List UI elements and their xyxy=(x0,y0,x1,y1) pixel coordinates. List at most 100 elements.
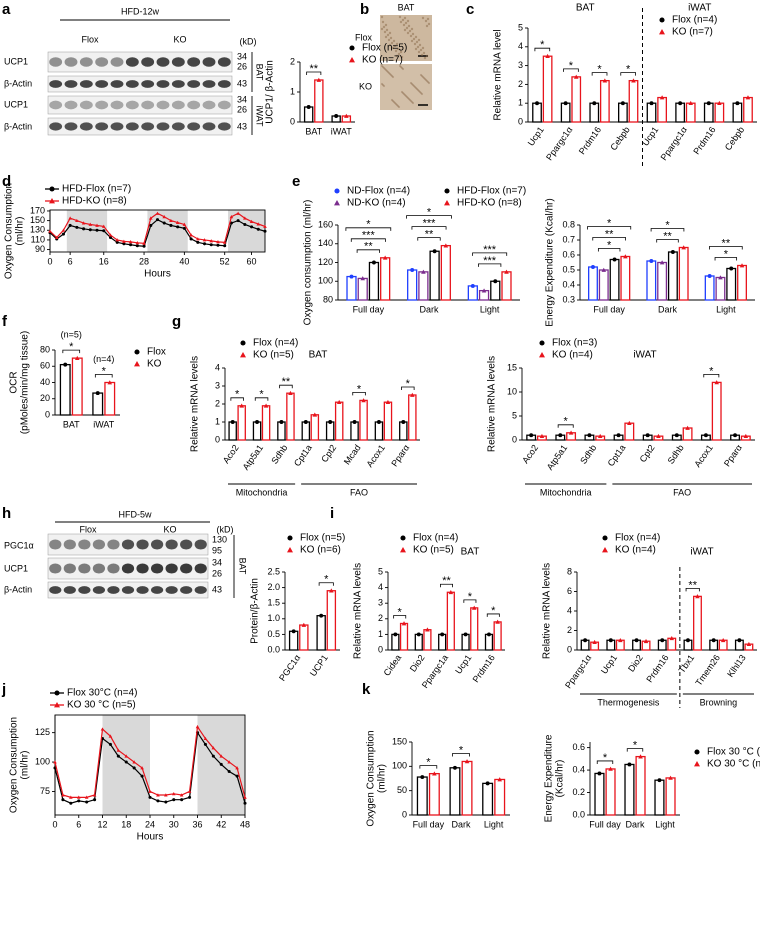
sig-bracket xyxy=(94,374,113,378)
bar-point xyxy=(425,627,430,632)
blot-band xyxy=(194,586,207,594)
series-point xyxy=(61,232,65,236)
legend-label: KO (n=4) xyxy=(615,545,656,556)
sig-bracket xyxy=(411,226,447,230)
sig-label: * xyxy=(357,383,362,395)
blot-band xyxy=(79,100,93,110)
x-tick-label: UCP1 xyxy=(308,653,330,678)
histology-texture xyxy=(403,16,407,20)
sig-bracket xyxy=(626,748,644,752)
bar xyxy=(711,381,722,441)
legend-marker xyxy=(444,188,450,194)
y-axis-label: Relative mRNA level xyxy=(493,29,504,120)
blot-band xyxy=(49,80,63,88)
blot-marker: 26 xyxy=(237,61,247,71)
blot-band xyxy=(79,57,93,67)
bar xyxy=(383,401,393,441)
bar-point xyxy=(410,268,415,272)
series-point xyxy=(211,754,215,758)
histology-texture xyxy=(392,100,396,104)
y-tick-label: 130 xyxy=(30,225,45,235)
sig-label: * xyxy=(626,64,631,76)
blot-band xyxy=(136,563,149,574)
series-point xyxy=(69,801,73,805)
legend-label: Flox (n=3) xyxy=(552,338,597,349)
bar xyxy=(416,776,428,816)
histology-texture xyxy=(390,74,394,78)
x-tick-label: BAT xyxy=(63,419,80,429)
blot-band xyxy=(165,586,178,594)
bar-point xyxy=(349,274,354,279)
legend-label: HFD-Flox (n=7) xyxy=(457,186,526,197)
series-point xyxy=(171,792,176,796)
bar xyxy=(277,421,286,441)
y-tick-label: 0.2 xyxy=(572,787,585,797)
blot-band xyxy=(180,539,193,550)
y-tick-label: 150 xyxy=(30,215,45,225)
sig-label: ** xyxy=(722,237,731,249)
blot-title: HFD-5w xyxy=(119,509,152,519)
sig-bracket xyxy=(650,228,685,232)
series-point xyxy=(243,795,247,799)
group-title: BAT xyxy=(576,3,595,14)
blot-band xyxy=(64,80,78,88)
bar xyxy=(484,633,494,651)
series-point xyxy=(61,793,65,797)
y-tick-label: 8 xyxy=(567,566,572,576)
legend-marker xyxy=(134,349,140,355)
series-point xyxy=(227,769,231,774)
bar-point xyxy=(563,101,568,106)
bar xyxy=(334,401,344,441)
histology-texture xyxy=(383,67,387,71)
bar xyxy=(310,414,320,441)
histology-texture xyxy=(411,83,415,87)
series-point xyxy=(249,219,254,224)
blot-band xyxy=(194,563,207,574)
histology-texture xyxy=(424,19,428,23)
x-tick-label: 36 xyxy=(192,819,202,829)
bar xyxy=(588,266,598,301)
x-tick-label: Atp5a1 xyxy=(241,443,266,472)
x-tick-label: Dio2 xyxy=(626,653,645,674)
series-point xyxy=(108,734,113,738)
y-tick-label: 0.7 xyxy=(562,234,575,244)
y-axis-label: Relative mRNA levels xyxy=(487,356,498,452)
y-tick-label: 1.5 xyxy=(267,598,280,608)
legend-marker xyxy=(694,761,700,767)
x-tick-label: PGC1α xyxy=(277,653,302,683)
series-point xyxy=(88,222,93,226)
bar xyxy=(288,630,299,651)
y-tick-label: 0.0 xyxy=(572,809,585,819)
bar xyxy=(303,106,314,123)
series-point xyxy=(155,218,160,222)
y-tick-label: 80 xyxy=(40,344,50,354)
y-tick-label: 0 xyxy=(512,434,517,444)
blot-band xyxy=(121,586,135,594)
bar xyxy=(407,269,418,301)
x-tick-label: Dio2 xyxy=(408,653,427,674)
series-point xyxy=(156,793,160,797)
legend-label: KO xyxy=(147,359,162,370)
bar-point xyxy=(279,420,284,424)
group-label: FAO xyxy=(673,487,691,497)
x-tick-label: Klhl13 xyxy=(725,653,748,679)
histology-texture xyxy=(410,27,414,31)
legend-marker xyxy=(602,535,608,541)
series-point xyxy=(148,789,152,793)
bar-point xyxy=(376,420,381,424)
sig-bracket xyxy=(703,374,720,378)
series-point xyxy=(180,798,184,802)
sig-bracket xyxy=(452,753,470,757)
x-tick-label: Sdhb xyxy=(578,443,598,466)
series-point xyxy=(108,742,112,746)
bar-point xyxy=(464,759,470,764)
blot-band xyxy=(125,122,139,131)
x-tick-label: Atp5a1 xyxy=(545,443,570,472)
x-tick-label: Dark xyxy=(658,304,678,314)
y-tick-label: 2 xyxy=(378,613,383,623)
sig-label: ** xyxy=(605,228,614,240)
bar-point xyxy=(471,605,477,610)
blot-title: HFD-12w xyxy=(121,6,160,16)
sig-label: * xyxy=(426,757,431,769)
